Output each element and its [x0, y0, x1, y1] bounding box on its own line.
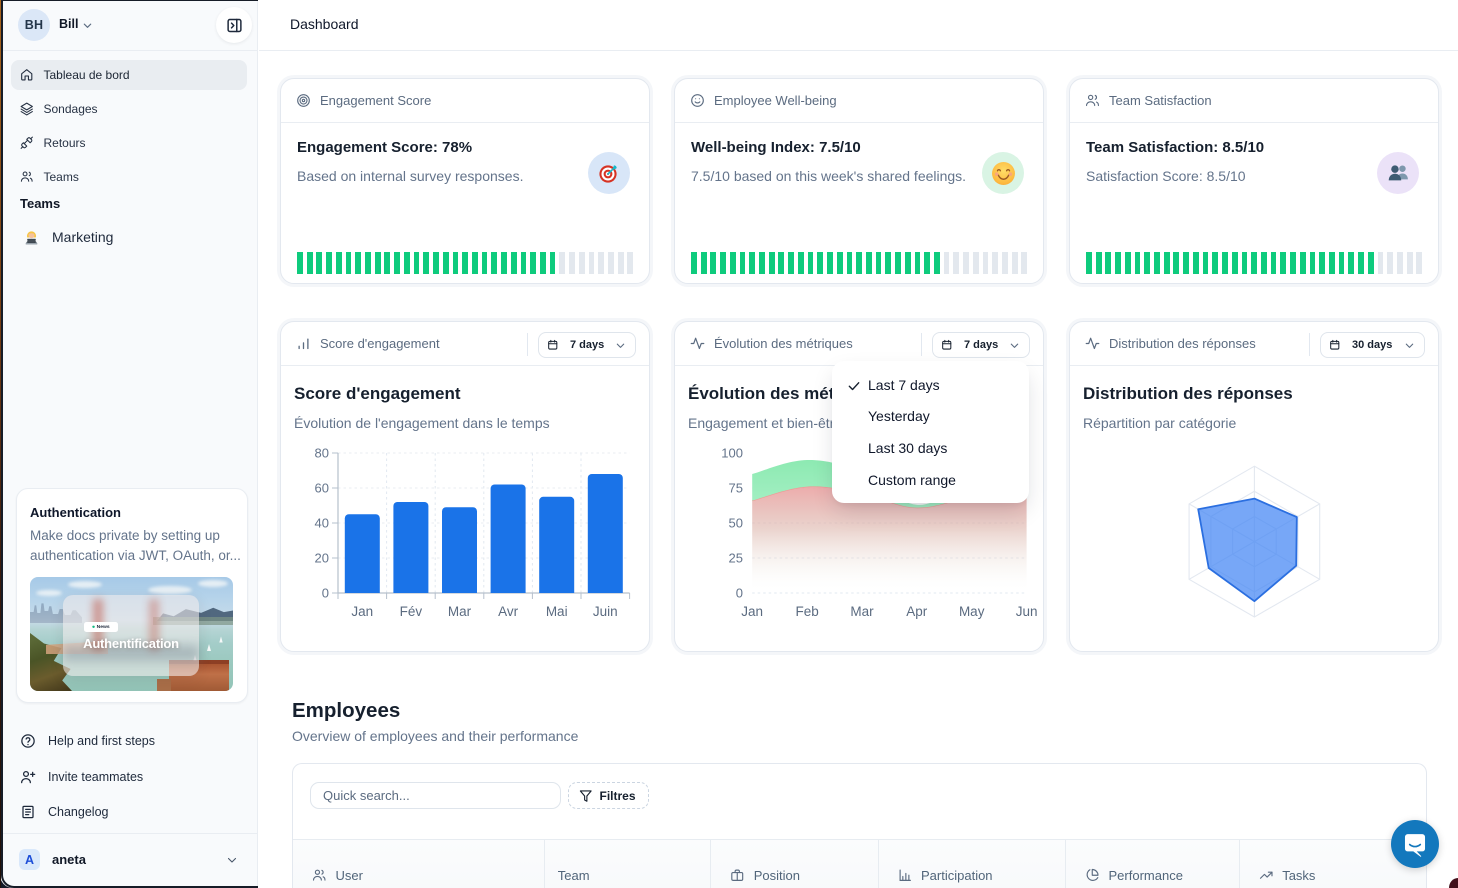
- svg-text:Mar: Mar: [448, 604, 472, 619]
- svg-text:20: 20: [315, 551, 329, 566]
- svg-text:Mar: Mar: [850, 604, 874, 619]
- svg-text:0: 0: [736, 586, 743, 601]
- svg-text:Avr: Avr: [498, 604, 519, 619]
- svg-text:40: 40: [315, 516, 329, 531]
- svg-text:25: 25: [729, 551, 743, 566]
- svg-text:50: 50: [729, 516, 743, 531]
- svg-text:75: 75: [729, 481, 743, 496]
- svg-text:Feb: Feb: [795, 604, 818, 619]
- svg-text:Juin: Juin: [593, 604, 618, 619]
- svg-text:Jan: Jan: [351, 604, 373, 619]
- svg-text:0: 0: [322, 586, 329, 601]
- svg-text:60: 60: [315, 481, 329, 496]
- svg-text:Jun: Jun: [1016, 604, 1038, 619]
- svg-text:Mai: Mai: [546, 604, 568, 619]
- svg-text:Jan: Jan: [741, 604, 763, 619]
- svg-text:80: 80: [315, 446, 329, 461]
- svg-text:Fév: Fév: [400, 604, 423, 619]
- svg-text:May: May: [959, 604, 985, 619]
- svg-text:Apr: Apr: [906, 604, 928, 619]
- svg-text:100: 100: [721, 446, 743, 461]
